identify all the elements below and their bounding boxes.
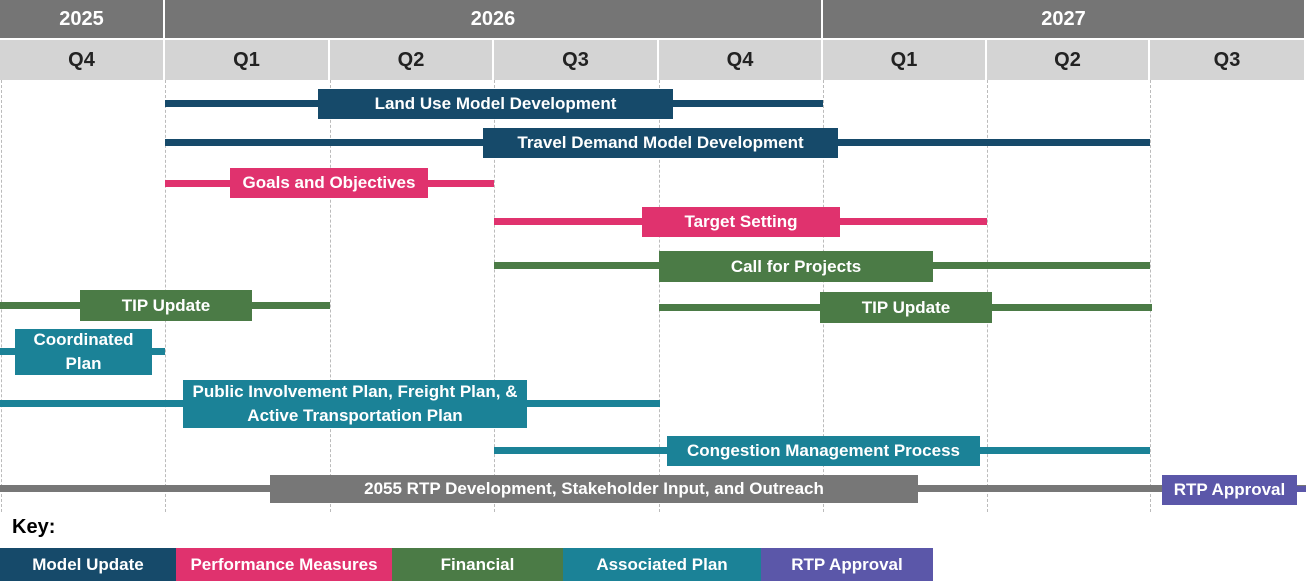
task-label: Congestion Management Process — [667, 436, 980, 466]
task-label: Travel Demand Model Development — [483, 128, 838, 158]
task-label: Coordinated Plan — [15, 329, 152, 375]
quarter-cell: Q2 — [987, 40, 1148, 80]
grid-line — [659, 80, 660, 512]
grid-line — [330, 80, 331, 512]
grid-line — [1150, 80, 1151, 512]
task-label: Target Setting — [642, 207, 840, 237]
key-item: RTP Approval — [761, 548, 933, 581]
key-item: Associated Plan — [563, 548, 761, 581]
year-cell: 2025 — [0, 0, 163, 38]
task-label: Goals and Objectives — [230, 168, 428, 198]
task-line — [1297, 486, 1306, 492]
task-label: Land Use Model Development — [318, 89, 673, 119]
quarter-cell: Q3 — [1150, 40, 1304, 80]
task-label: RTP Approval — [1162, 475, 1297, 505]
key-title: Key: — [12, 516, 56, 538]
quarter-cell: Q1 — [165, 40, 328, 80]
key-item: Financial — [392, 548, 563, 581]
quarter-cell: Q4 — [0, 40, 163, 80]
quarter-cell: Q2 — [330, 40, 492, 80]
task-label: 2055 RTP Development, Stakeholder Input,… — [270, 475, 918, 503]
quarter-cell: Q3 — [494, 40, 657, 80]
year-cell: 2026 — [165, 0, 821, 38]
quarter-cell: Q1 — [823, 40, 985, 80]
key-item: Performance Measures — [176, 548, 392, 581]
year-cell: 2027 — [823, 0, 1304, 38]
task-label: TIP Update — [80, 290, 252, 321]
quarter-cell: Q4 — [659, 40, 821, 80]
task-label: Public Involvement Plan, Freight Plan, &… — [183, 380, 527, 428]
task-label: Call for Projects — [659, 251, 933, 282]
key-item: Model Update — [0, 548, 176, 581]
grid-line — [1, 80, 2, 512]
task-label: TIP Update — [820, 292, 992, 323]
grid-line — [494, 80, 495, 512]
